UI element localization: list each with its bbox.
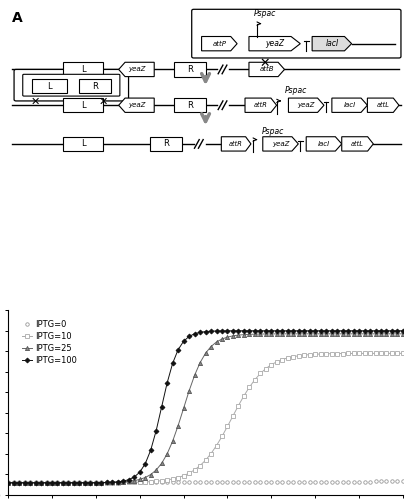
IPTG=100	[406, 328, 407, 334]
Text: Pspac: Pspac	[285, 86, 308, 96]
IPTG=0	[225, 478, 230, 484]
Text: R: R	[163, 140, 169, 148]
IPTG=0	[368, 478, 372, 484]
Bar	[150, 136, 182, 151]
IPTG=100	[230, 328, 235, 334]
Text: attL: attL	[377, 102, 389, 108]
Text: L: L	[47, 82, 52, 90]
FancyBboxPatch shape	[192, 10, 401, 58]
Polygon shape	[249, 36, 300, 51]
Text: L: L	[81, 140, 85, 148]
IPTG=0	[94, 478, 98, 484]
Polygon shape	[221, 136, 251, 151]
Polygon shape	[312, 36, 352, 51]
IPTG=10	[88, 480, 93, 486]
IPTG=100	[88, 480, 93, 486]
Polygon shape	[249, 62, 284, 76]
Line: IPTG=0: IPTG=0	[7, 480, 407, 484]
Polygon shape	[119, 62, 154, 76]
Polygon shape	[289, 98, 324, 112]
Polygon shape	[306, 136, 342, 151]
Text: R: R	[187, 100, 193, 110]
Line: IPTG=10: IPTG=10	[7, 352, 407, 484]
Bar	[174, 62, 206, 76]
IPTG=10	[137, 479, 142, 485]
IPTG=25	[225, 334, 230, 340]
Text: yeaZ: yeaZ	[298, 102, 315, 108]
Legend: IPTG=0, IPTG=10, IPTG=25, IPTG=100: IPTG=0, IPTG=10, IPTG=25, IPTG=100	[20, 318, 79, 366]
Text: yeaZ: yeaZ	[265, 39, 284, 48]
FancyBboxPatch shape	[14, 70, 129, 101]
IPTG=0	[137, 478, 142, 484]
IPTG=25	[368, 331, 372, 337]
Text: attP: attP	[212, 40, 226, 46]
IPTG=25	[406, 331, 407, 337]
IPTG=10	[368, 350, 372, 356]
IPTG=10	[225, 424, 230, 430]
Polygon shape	[245, 98, 277, 112]
Text: Pspac: Pspac	[261, 126, 284, 136]
Text: ✕: ✕	[31, 97, 40, 107]
IPTG=10	[94, 480, 98, 486]
IPTG=100	[6, 480, 11, 486]
Bar	[79, 79, 111, 93]
Text: ✕: ✕	[260, 57, 270, 70]
Text: lacI: lacI	[344, 102, 356, 108]
Text: lacI: lacI	[318, 141, 330, 147]
Text: lacI: lacI	[325, 39, 339, 48]
IPTG=10	[230, 413, 235, 419]
Polygon shape	[342, 136, 373, 151]
Bar	[174, 98, 206, 112]
Bar	[63, 98, 103, 112]
IPTG=25	[230, 333, 235, 339]
Text: attR: attR	[254, 102, 268, 108]
IPTG=25	[88, 480, 93, 486]
Bar	[32, 79, 68, 93]
Text: yeaZ: yeaZ	[128, 102, 145, 108]
IPTG=25	[137, 476, 142, 482]
IPTG=0	[6, 478, 11, 484]
IPTG=0	[230, 478, 235, 484]
Text: Pspac: Pspac	[254, 9, 276, 18]
IPTG=100	[137, 469, 142, 475]
Text: A: A	[12, 10, 23, 24]
Text: ✕: ✕	[98, 97, 107, 107]
IPTG=100	[368, 328, 372, 334]
IPTG=0	[406, 478, 407, 484]
IPTG=100	[225, 328, 230, 334]
Text: attB: attB	[260, 66, 274, 72]
IPTG=25	[6, 480, 11, 486]
Text: L: L	[81, 65, 85, 74]
Line: IPTG=25: IPTG=25	[6, 332, 407, 485]
Text: attR: attR	[229, 141, 243, 147]
IPTG=25	[94, 480, 98, 486]
Text: L: L	[81, 100, 85, 110]
Bar	[63, 136, 103, 151]
IPTG=10	[6, 480, 11, 486]
IPTG=0	[88, 478, 93, 484]
Text: R: R	[187, 65, 193, 74]
FancyBboxPatch shape	[23, 74, 120, 96]
Polygon shape	[263, 136, 298, 151]
Polygon shape	[332, 98, 368, 112]
IPTG=10	[406, 350, 407, 356]
Polygon shape	[368, 98, 399, 112]
IPTG=100	[94, 480, 98, 486]
Text: yeaZ: yeaZ	[128, 66, 145, 72]
Line: IPTG=100: IPTG=100	[7, 329, 407, 484]
Polygon shape	[119, 98, 154, 112]
Text: yeaZ: yeaZ	[272, 141, 289, 147]
Bar	[63, 62, 103, 76]
Text: attL: attL	[351, 141, 364, 147]
Polygon shape	[201, 36, 237, 51]
Text: R: R	[92, 82, 98, 90]
